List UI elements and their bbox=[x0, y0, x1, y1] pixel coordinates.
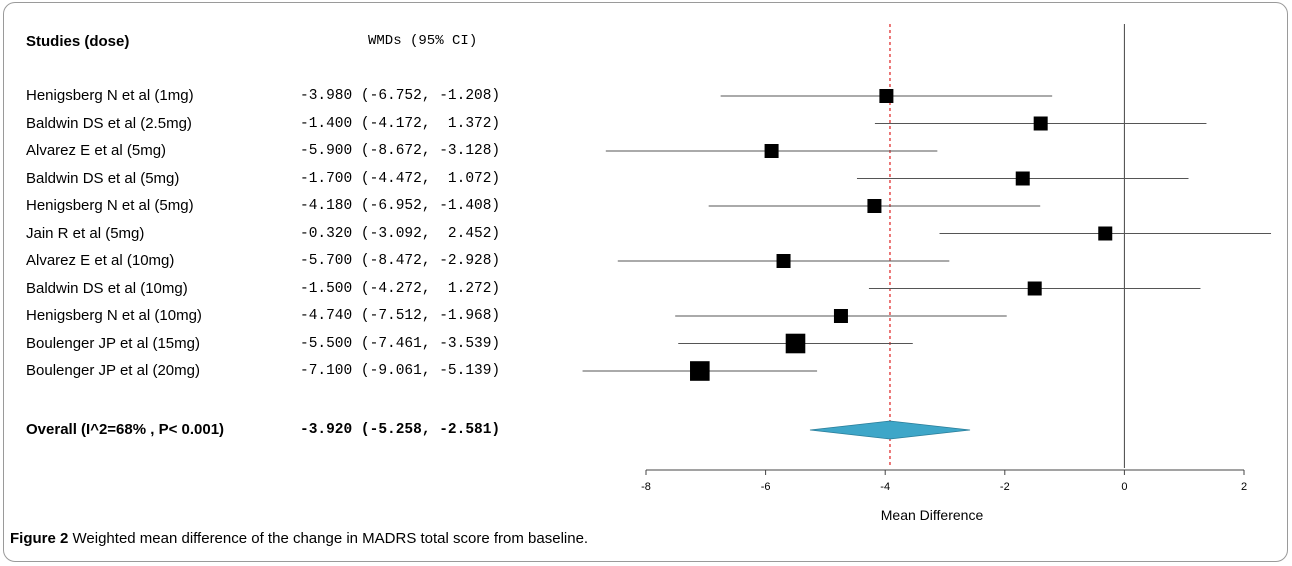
x-tick-label: -2 bbox=[1000, 481, 1010, 493]
figure-label: Figure 2 bbox=[10, 530, 69, 547]
x-tick-label: -6 bbox=[761, 481, 771, 493]
effect-marker bbox=[879, 89, 894, 103]
study-ci-text: -0.320 (-3.092, 2.452) bbox=[300, 225, 501, 242]
study-label: Alvarez E et al (5mg) bbox=[26, 142, 167, 159]
effect-marker bbox=[1033, 116, 1048, 131]
study-label: Boulenger JP et al (20mg) bbox=[26, 362, 200, 379]
studies-header: Studies (dose) bbox=[26, 33, 130, 50]
study-label: Henigsberg N et al (10mg) bbox=[26, 307, 202, 324]
study-ci-text: -4.180 (-6.952, -1.408) bbox=[300, 198, 501, 214]
study-label: Jain R et al (5mg) bbox=[26, 224, 145, 242]
figure-caption: Figure 2 Weighted mean difference of the… bbox=[10, 530, 588, 547]
study-ci-text: -4.740 (-7.512, -1.968) bbox=[300, 308, 501, 324]
effect-marker bbox=[785, 333, 806, 354]
effect-marker bbox=[1027, 281, 1042, 296]
effect-marker bbox=[867, 199, 882, 213]
study-label: Baldwin DS et al (5mg) bbox=[26, 169, 180, 187]
caption-text: Weighted mean difference of the change i… bbox=[68, 530, 589, 547]
study-ci-text: -1.700 (-4.472, 1.072) bbox=[300, 170, 501, 187]
effect-marker bbox=[690, 361, 710, 381]
effect-marker bbox=[1098, 226, 1113, 241]
study-label: Baldwin DS et al (10mg) bbox=[26, 279, 188, 297]
study-ci-text: -3.980 (-6.752, -1.208) bbox=[300, 88, 501, 104]
x-tick-label: -8 bbox=[641, 481, 651, 493]
study-label: Alvarez E et al (10mg) bbox=[26, 252, 175, 269]
effect-marker bbox=[764, 144, 779, 158]
x-axis-title: Mean Difference bbox=[881, 507, 984, 523]
study-ci-text: -5.900 (-8.672, -3.128) bbox=[300, 143, 501, 159]
effect-marker bbox=[833, 309, 848, 323]
effect-marker bbox=[776, 254, 791, 268]
study-label: Henigsberg N et al (1mg) bbox=[26, 87, 194, 104]
x-tick-label: -4 bbox=[880, 481, 890, 493]
effect-marker bbox=[1015, 171, 1030, 186]
study-ci-text: -1.400 (-4.172, 1.372) bbox=[300, 115, 501, 132]
overall-ci-text: -3.920 (-5.258, -2.581) bbox=[300, 422, 501, 438]
overall-diamond bbox=[809, 420, 971, 440]
study-label: Boulenger JP et al (15mg) bbox=[26, 334, 200, 352]
overall-label: Overall (I^2=68% , P< 0.001) bbox=[26, 421, 225, 438]
wmd-header: WMDs (95% CI) bbox=[368, 33, 478, 49]
study-label: Baldwin DS et al (2.5mg) bbox=[26, 114, 192, 132]
figure-frame bbox=[3, 2, 1288, 562]
study-ci-text: -5.700 (-8.472, -2.928) bbox=[300, 253, 501, 269]
study-ci-text: -1.500 (-4.272, 1.272) bbox=[300, 280, 501, 297]
x-tick-label: 0 bbox=[1121, 481, 1127, 493]
study-ci-text: -7.100 (-9.061, -5.139) bbox=[300, 363, 501, 379]
study-ci-text: -5.500 (-7.461, -3.539) bbox=[300, 335, 501, 352]
x-tick-label: 2 bbox=[1241, 481, 1247, 493]
study-label: Henigsberg N et al (5mg) bbox=[26, 197, 194, 214]
